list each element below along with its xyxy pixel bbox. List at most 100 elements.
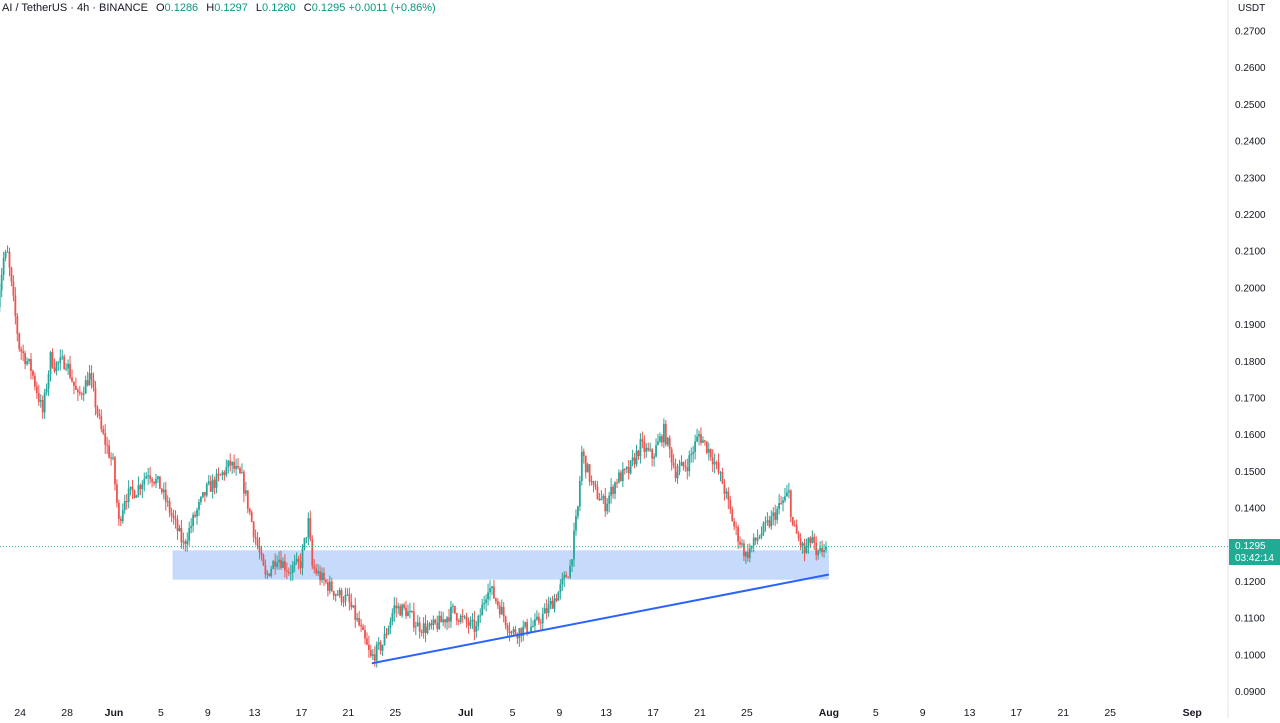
candle-body <box>565 574 568 578</box>
candle-body <box>516 634 519 639</box>
candle-body <box>592 481 595 485</box>
candle-body <box>82 393 85 395</box>
candle-body <box>340 590 343 602</box>
candle-body <box>729 500 732 510</box>
candle-body <box>342 601 345 603</box>
candle-body <box>795 525 798 534</box>
candle-body <box>256 538 259 546</box>
open-label: O <box>155 2 165 14</box>
candle-body <box>235 466 237 469</box>
time-tick-label: Jun <box>105 707 124 718</box>
candle-body <box>352 605 355 608</box>
candle-body <box>254 536 257 539</box>
candle-body <box>619 472 622 482</box>
candle-body <box>623 468 626 470</box>
candle-body <box>137 485 140 496</box>
low-label: L <box>255 2 263 14</box>
candle-body <box>684 466 687 468</box>
candle-body <box>41 400 44 413</box>
candle-body <box>508 631 511 634</box>
candle-body <box>690 453 693 456</box>
candle-body <box>395 605 398 609</box>
candle-body <box>110 457 112 459</box>
candle-body <box>32 370 34 376</box>
candle-body <box>102 429 105 434</box>
candle-body <box>664 423 667 445</box>
candle-body <box>700 434 702 443</box>
candle-body <box>776 508 779 520</box>
candle-body <box>174 517 177 520</box>
candle-body <box>194 514 196 517</box>
candle-body <box>616 482 618 484</box>
candle-body <box>252 521 255 537</box>
candle-body <box>326 582 329 591</box>
time-tick-label: 5 <box>158 707 164 718</box>
candle-body <box>764 522 767 524</box>
time-tick-label: 21 <box>1057 707 1069 718</box>
candle-body <box>676 472 679 479</box>
candle-body <box>172 515 175 518</box>
candle-body <box>573 530 575 560</box>
candle-body <box>696 436 698 442</box>
candle-body <box>260 552 263 556</box>
candle-body <box>75 385 77 390</box>
candle-body <box>487 592 489 600</box>
candle-body <box>393 605 396 614</box>
price-tick-label: 0.1900 <box>1235 320 1266 331</box>
candle-body <box>504 616 507 626</box>
candle-body <box>217 473 220 475</box>
candle-body <box>551 600 554 609</box>
candle-body <box>356 618 359 620</box>
candle-body <box>368 644 370 650</box>
candle-body <box>289 572 292 574</box>
candle-body <box>637 450 640 457</box>
candle-body <box>182 541 185 543</box>
candle-body <box>481 604 484 616</box>
candle-body <box>543 608 546 614</box>
candle-body <box>80 393 83 395</box>
support-zone-rect[interactable] <box>172 550 829 580</box>
candle-body <box>651 449 654 459</box>
candle-body <box>201 492 204 497</box>
support-trendline[interactable] <box>371 573 830 665</box>
candle-body <box>539 622 542 624</box>
candle-body <box>758 536 761 539</box>
candle-body <box>385 633 388 635</box>
symbol-title[interactable]: AI / TetherUS · 4h · BINANCE <box>2 2 148 14</box>
candle-body <box>530 626 532 632</box>
candle-body <box>241 472 243 474</box>
candle-body <box>8 251 11 268</box>
candle-body <box>301 548 304 569</box>
candle-body <box>141 484 144 489</box>
candle-body <box>164 489 167 502</box>
candle-body <box>336 594 339 596</box>
candle-body <box>741 543 743 545</box>
candle-body <box>520 628 523 636</box>
time-axis[interactable]: 24 28 Jun 5 9 13 17 21 25 Jul 5 9 13 17 21 25 Aug 5 9 13 17 2… <box>14 707 1201 719</box>
time-tick-label: 25 <box>741 707 753 718</box>
last-price-tag: 0.1295 03:42:14 <box>1229 539 1280 565</box>
candle-body <box>381 644 384 651</box>
candle-body <box>590 481 593 483</box>
time-tick-label: 21 <box>694 707 706 718</box>
candle-body <box>330 581 333 592</box>
candle-body <box>633 457 636 465</box>
price-tick-label: 0.1700 <box>1235 394 1266 405</box>
candle-body <box>598 499 601 501</box>
candle-body <box>434 619 437 624</box>
candle-body <box>239 467 241 474</box>
candle-body <box>815 542 818 556</box>
candle-body <box>512 629 515 632</box>
candle-body <box>614 482 616 494</box>
candle-body <box>207 481 210 484</box>
candle-body <box>723 483 726 494</box>
candle-body <box>571 559 573 566</box>
price-tick-label: 0.1500 <box>1235 467 1266 478</box>
candle-body <box>786 492 788 497</box>
candle-body <box>319 571 321 581</box>
candle-body <box>22 351 25 354</box>
candle-body <box>604 496 607 512</box>
candle-body <box>666 437 669 445</box>
